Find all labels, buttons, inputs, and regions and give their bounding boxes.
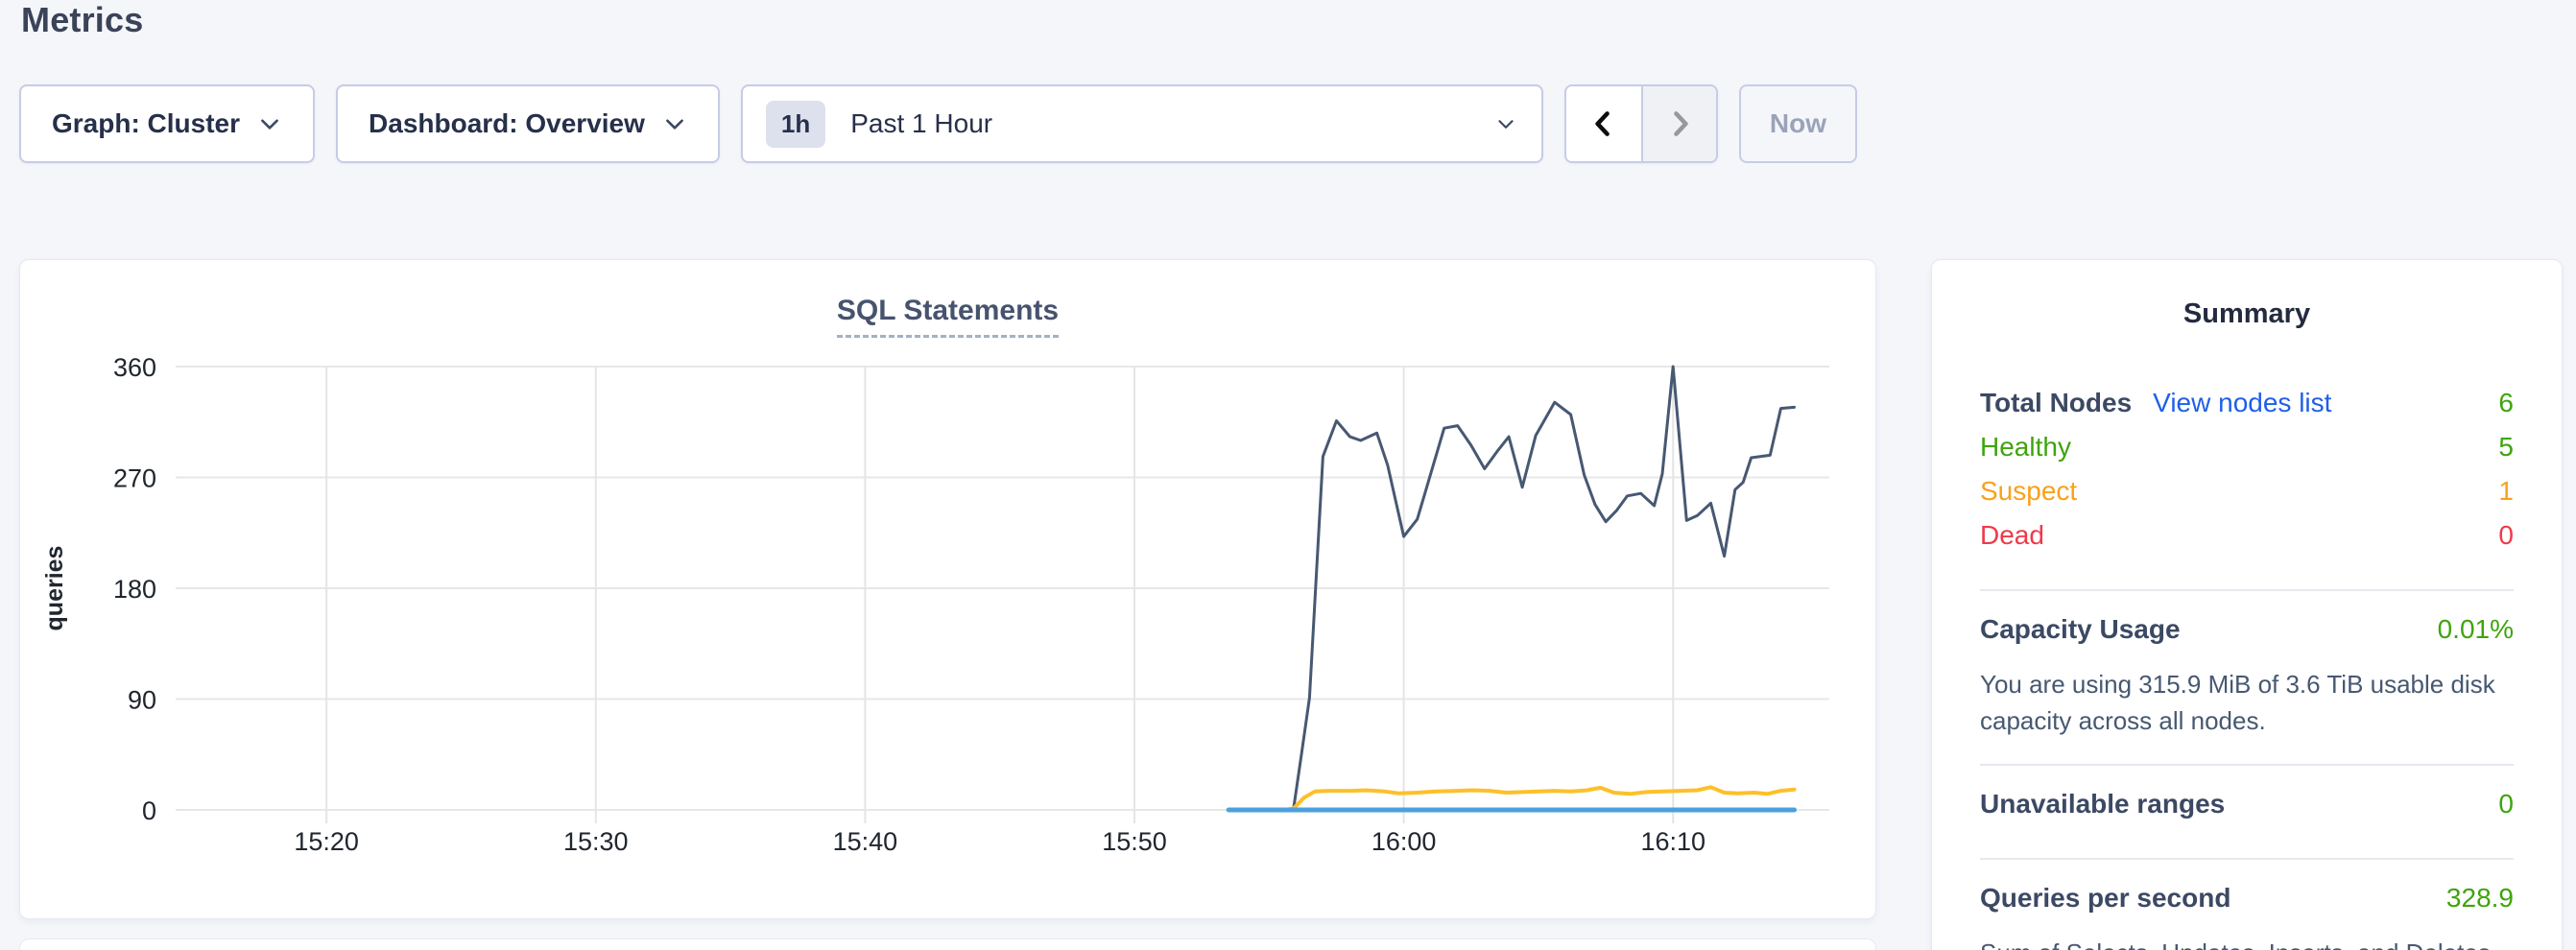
divider — [1980, 858, 2514, 860]
y-tick-label: 90 — [128, 686, 156, 715]
queries-per-second-description: Sum of Selects, Updates, Inserts, and De… — [1980, 935, 2514, 950]
prev-time-window-button[interactable] — [1565, 86, 1641, 161]
divider — [1980, 589, 2514, 591]
time-window-nav — [1563, 84, 1718, 163]
y-tick-label: 180 — [113, 575, 156, 604]
queries-per-second-label: Queries per second — [1980, 883, 2231, 913]
next-chart-card-partial — [19, 938, 1876, 950]
dead-value: 0 — [2498, 520, 2514, 550]
metrics-toolbar: Graph: Cluster Dashboard: Overview 1h Pa… — [19, 84, 1858, 163]
dashboard-dropdown-label: Dashboard: Overview — [369, 108, 645, 138]
capacity-usage-section: Capacity Usage 0.01% You are using 315.9… — [1980, 614, 2514, 739]
x-tick-label: 15:40 — [833, 827, 898, 856]
x-tick-label: 16:00 — [1371, 827, 1437, 856]
nodes-summary: Total Nodes View nodes list 6 Healthy 5 … — [1980, 388, 2514, 564]
page-title: Metrics — [21, 0, 144, 39]
series-updates — [1227, 785, 1797, 812]
graph-source-dropdown[interactable]: Graph: Cluster — [19, 84, 316, 163]
now-button[interactable]: Now — [1738, 84, 1858, 163]
y-axis-label: queries — [41, 546, 68, 631]
y-tick-label: 270 — [113, 464, 156, 493]
unavailable-ranges-value: 0 — [2498, 789, 2514, 819]
x-tick-label: 15:50 — [1102, 827, 1167, 856]
x-tick-label: 16:10 — [1640, 827, 1705, 856]
suspect-nodes-row: Suspect 1 — [1980, 476, 2514, 520]
y-tick-label: 0 — [142, 796, 156, 825]
x-tick-label: 15:30 — [563, 827, 629, 856]
chart-gridlines — [176, 366, 1829, 823]
queries-per-second-section: Queries per second 328.9 Sum of Selects,… — [1980, 883, 2514, 950]
unavailable-ranges-section: Unavailable ranges 0 — [1980, 789, 2514, 833]
x-tick-label: 15:20 — [294, 827, 359, 856]
sql-statements-chart-area[interactable]: 0 90 180 270 360 15:20 15:30 15:40 15:50 16:00 16:… — [20, 260, 1877, 920]
dashboard-dropdown[interactable]: Dashboard: Overview — [336, 84, 720, 163]
suspect-value: 1 — [2498, 476, 2514, 506]
capacity-usage-description: You are using 315.9 MiB of 3.6 TiB usabl… — [1980, 670, 2495, 735]
y-tick-label: 360 — [113, 353, 156, 382]
chevron-left-icon — [1595, 111, 1610, 136]
next-time-window-button[interactable] — [1640, 86, 1716, 161]
capacity-usage-value: 0.01% — [2437, 614, 2514, 644]
total-nodes-label: Total Nodes — [1980, 388, 2133, 417]
suspect-label: Suspect — [1980, 476, 2078, 506]
chart-axis-labels: 0 90 180 270 360 15:20 15:30 15:40 15:50 16:00 16:… — [41, 353, 1705, 856]
chevron-right-icon — [1674, 111, 1688, 136]
chevron-down-icon — [666, 119, 683, 130]
view-nodes-list-link[interactable]: View nodes list — [2153, 388, 2332, 417]
unavailable-ranges-label: Unavailable ranges — [1980, 789, 2226, 819]
sql-statements-chart-card: SQL Statements 0 90 180 270 360 15:20 15:30 15:… — [19, 259, 1876, 919]
capacity-usage-label: Capacity Usage — [1980, 614, 2181, 644]
queries-per-second-value: 328.9 — [2445, 883, 2514, 913]
healthy-label: Healthy — [1980, 432, 2071, 462]
healthy-nodes-row: Healthy 5 — [1980, 432, 2514, 476]
dead-label: Dead — [1980, 520, 2044, 550]
summary-panel: Summary Total Nodes View nodes list 6 He… — [1931, 259, 2563, 950]
summary-panel-title: Summary — [2182, 298, 2311, 329]
time-range-selector[interactable]: 1h Past 1 Hour — [740, 84, 1543, 163]
healthy-value: 5 — [2498, 432, 2514, 462]
total-nodes-row: Total Nodes View nodes list 6 — [1980, 388, 2514, 432]
chevron-down-icon — [261, 119, 278, 130]
series-selects — [1227, 365, 1796, 812]
chevron-down-icon — [1498, 120, 1514, 129]
divider — [1980, 764, 2514, 766]
dead-nodes-row: Dead 0 — [1980, 520, 2514, 564]
graph-source-dropdown-label: Graph: Cluster — [52, 108, 241, 138]
time-range-label: Past 1 Hour — [850, 108, 993, 138]
total-nodes-value: 6 — [2498, 388, 2514, 417]
time-range-badge: 1h — [765, 100, 826, 148]
chart-title[interactable]: SQL Statements — [836, 295, 1060, 338]
